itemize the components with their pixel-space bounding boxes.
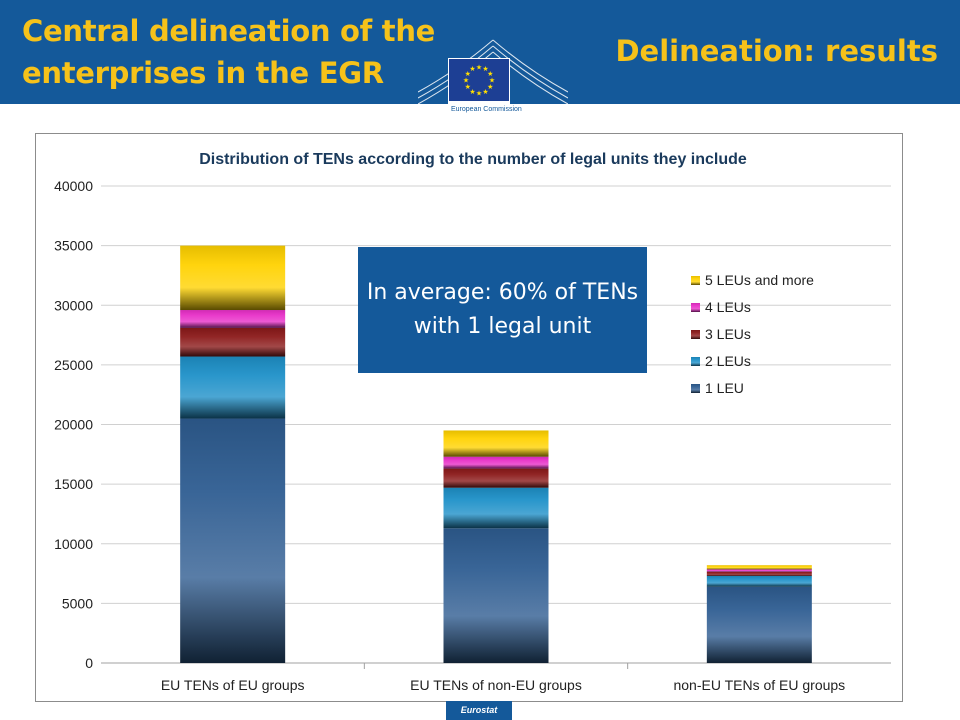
eu-star-icon: ★ bbox=[476, 90, 482, 98]
eu-star-icon: ★ bbox=[463, 77, 469, 85]
section-title: Central delineation of the enterprises i… bbox=[22, 14, 436, 90]
y-tick-label: 10000 bbox=[54, 536, 93, 552]
y-tick-label: 25000 bbox=[54, 357, 93, 373]
european-commission-logo: ★ ★ ★ ★ ★ ★ ★ ★ ★ ★ ★ ★ European Commission bbox=[418, 30, 568, 162]
chart-title: Distribution of TENs according to the nu… bbox=[199, 151, 747, 168]
legend-label: 2 LEUs bbox=[705, 353, 751, 369]
y-tick-label: 20000 bbox=[54, 417, 93, 433]
chart-frame: Distribution of TENs according to the nu… bbox=[35, 133, 903, 702]
legend-label: 5 LEUs and more bbox=[705, 272, 814, 288]
eu-star-icon: ★ bbox=[469, 65, 475, 73]
bar-segment-1-leu bbox=[706, 586, 812, 663]
legend-swatch bbox=[691, 303, 700, 312]
legend-label: 4 LEUs bbox=[705, 299, 751, 315]
y-tick-label: 30000 bbox=[54, 297, 93, 313]
stacked-bar-chart: Distribution of TENs according to the nu… bbox=[54, 151, 891, 693]
legend-swatch bbox=[691, 384, 700, 393]
eurostat-footer-label: Eurostat bbox=[446, 701, 512, 720]
eu-star-icon: ★ bbox=[487, 70, 493, 78]
bar-segment-2-leus bbox=[443, 487, 549, 529]
y-tick-label: 40000 bbox=[54, 178, 93, 194]
legend-swatch bbox=[691, 330, 700, 339]
legend-swatch bbox=[691, 357, 700, 366]
eu-star-icon: ★ bbox=[465, 70, 471, 78]
average-callout: In average: 60% of TENs with 1 legal uni… bbox=[358, 247, 647, 373]
x-tick-label: EU TENs of EU groups bbox=[161, 677, 305, 693]
slide-title: Delineation: results bbox=[615, 34, 938, 68]
legend-swatch bbox=[691, 276, 700, 285]
bar-segment-1-leu bbox=[180, 418, 286, 663]
bar-segment-4-leus bbox=[443, 456, 549, 469]
x-tick-label: non-EU TENs of EU groups bbox=[673, 677, 845, 693]
bar-segment-5-leus-and-more bbox=[180, 245, 286, 311]
eu-star-icon: ★ bbox=[482, 65, 488, 73]
eu-star-icon: ★ bbox=[469, 88, 475, 96]
x-tick-label: EU TENs of non-EU groups bbox=[410, 677, 582, 693]
bar-segment-5-leus-and-more bbox=[443, 430, 549, 457]
y-tick-label: 0 bbox=[85, 655, 93, 671]
y-tick-label: 15000 bbox=[54, 476, 93, 492]
legend-label: 3 LEUs bbox=[705, 326, 751, 342]
legend-label: 1 LEU bbox=[705, 380, 744, 396]
bar-segment-3-leus bbox=[443, 468, 549, 488]
y-tick-label: 5000 bbox=[62, 595, 93, 611]
eu-star-icon: ★ bbox=[487, 83, 493, 91]
eu-star-icon: ★ bbox=[482, 88, 488, 96]
y-tick-label: 35000 bbox=[54, 238, 93, 254]
logo-label: European Commission bbox=[451, 106, 522, 113]
bar-segment-4-leus bbox=[180, 310, 286, 328]
bar-segment-2-leus bbox=[706, 575, 812, 587]
bar-segment-5-leus-and-more bbox=[706, 565, 812, 570]
eu-star-icon: ★ bbox=[465, 83, 471, 91]
bar-segment-2-leus bbox=[180, 356, 286, 419]
eu-star-icon: ★ bbox=[476, 64, 482, 72]
bar-segment-4-leus bbox=[706, 569, 812, 572]
bar-segment-3-leus bbox=[706, 571, 812, 576]
eu-star-icon: ★ bbox=[489, 77, 495, 85]
bar-segment-3-leus bbox=[180, 327, 286, 357]
eu-flag-icon: ★ ★ ★ ★ ★ ★ ★ ★ ★ ★ ★ ★ bbox=[449, 59, 509, 101]
bar-segment-1-leu bbox=[443, 528, 549, 663]
